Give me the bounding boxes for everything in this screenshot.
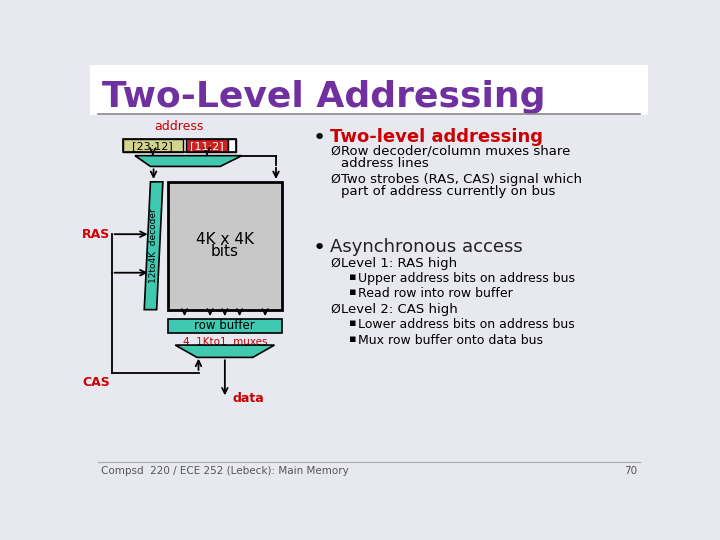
Text: [23:12]: [23:12] (132, 140, 173, 151)
Text: Ø: Ø (330, 256, 340, 269)
Text: [11:2]: [11:2] (190, 140, 224, 151)
Text: Two-Level Addressing: Two-Level Addressing (102, 80, 545, 114)
Text: Row decoder/column muxes share: Row decoder/column muxes share (341, 145, 570, 158)
Polygon shape (144, 182, 163, 309)
Bar (122, 139, 235, 152)
Text: ▪: ▪ (349, 272, 356, 282)
Polygon shape (175, 345, 274, 357)
Text: part of address currently on bus: part of address currently on bus (341, 185, 555, 198)
Text: Ø: Ø (330, 303, 340, 316)
Text: row buffer: row buffer (194, 319, 255, 332)
Text: bits: bits (211, 245, 239, 259)
Text: RAS: RAS (82, 228, 110, 241)
Text: Upper address bits on address bus: Upper address bits on address bus (358, 272, 575, 285)
Polygon shape (135, 156, 242, 166)
Bar (122, 139, 183, 152)
Text: •: • (312, 128, 326, 148)
Text: CAS: CAS (82, 375, 110, 389)
Text: address: address (154, 119, 204, 132)
Text: 12to4K  decoder: 12to4K decoder (149, 208, 158, 283)
Text: Two-level addressing: Two-level addressing (330, 128, 544, 146)
Text: Read row into row buffer: Read row into row buffer (358, 287, 513, 300)
Text: 4K x 4K: 4K x 4K (196, 232, 254, 247)
Text: Mux row buffer onto data bus: Mux row buffer onto data bus (358, 334, 543, 347)
Text: Lower address bits on address bus: Lower address bits on address bus (358, 318, 575, 331)
Text: Two strobes (RAS, CAS) signal which: Two strobes (RAS, CAS) signal which (341, 173, 582, 186)
Text: ▪: ▪ (349, 334, 356, 343)
Text: data: data (233, 392, 264, 404)
Text: 4  1Kto1  muxes: 4 1Kto1 muxes (183, 337, 267, 347)
Text: 70: 70 (624, 467, 637, 476)
Bar (168, 182, 282, 309)
Text: Level 1: RAS high: Level 1: RAS high (341, 256, 457, 269)
Bar (186, 139, 228, 152)
Text: ▪: ▪ (349, 318, 356, 328)
Bar (168, 319, 282, 333)
Text: Asynchronous access: Asynchronous access (330, 238, 523, 256)
Text: Compsd  220 / ECE 252 (Lebeck): Main Memory: Compsd 220 / ECE 252 (Lebeck): Main Memo… (101, 467, 348, 476)
Text: Ø: Ø (330, 145, 340, 158)
Text: ▪: ▪ (349, 287, 356, 298)
Bar (228, 139, 235, 152)
Text: Ø: Ø (330, 173, 340, 186)
Text: Level 2: CAS high: Level 2: CAS high (341, 303, 458, 316)
Text: •: • (312, 238, 326, 258)
Text: address lines: address lines (341, 157, 429, 170)
Bar (90, 65, 648, 115)
